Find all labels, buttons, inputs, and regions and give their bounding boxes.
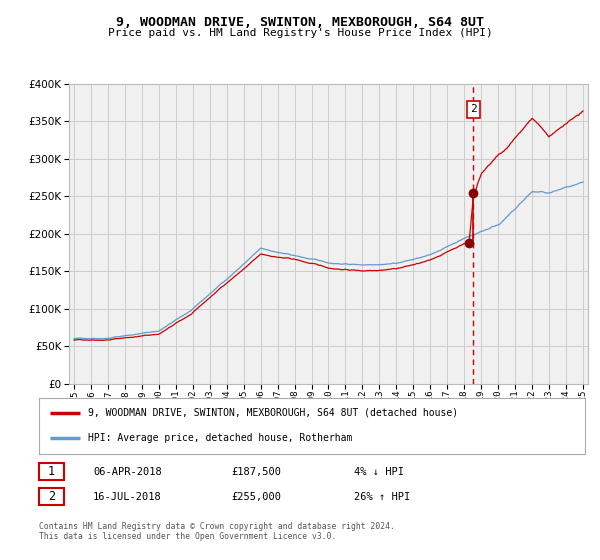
Text: 26% ↑ HPI: 26% ↑ HPI <box>354 492 410 502</box>
Text: Contains HM Land Registry data © Crown copyright and database right 2024.
This d: Contains HM Land Registry data © Crown c… <box>39 522 395 542</box>
Text: 2: 2 <box>48 490 55 503</box>
Text: 9, WOODMAN DRIVE, SWINTON, MEXBOROUGH, S64 8UT: 9, WOODMAN DRIVE, SWINTON, MEXBOROUGH, S… <box>116 16 484 29</box>
Text: £187,500: £187,500 <box>231 466 281 477</box>
Text: 9, WOODMAN DRIVE, SWINTON, MEXBOROUGH, S64 8UT (detached house): 9, WOODMAN DRIVE, SWINTON, MEXBOROUGH, S… <box>88 408 458 418</box>
Text: 1: 1 <box>48 465 55 478</box>
Text: 16-JUL-2018: 16-JUL-2018 <box>93 492 162 502</box>
Text: HPI: Average price, detached house, Rotherham: HPI: Average price, detached house, Roth… <box>88 433 353 444</box>
Text: 2: 2 <box>470 105 477 114</box>
Text: 06-APR-2018: 06-APR-2018 <box>93 466 162 477</box>
Text: 4% ↓ HPI: 4% ↓ HPI <box>354 466 404 477</box>
Text: £255,000: £255,000 <box>231 492 281 502</box>
Text: Price paid vs. HM Land Registry's House Price Index (HPI): Price paid vs. HM Land Registry's House … <box>107 28 493 38</box>
